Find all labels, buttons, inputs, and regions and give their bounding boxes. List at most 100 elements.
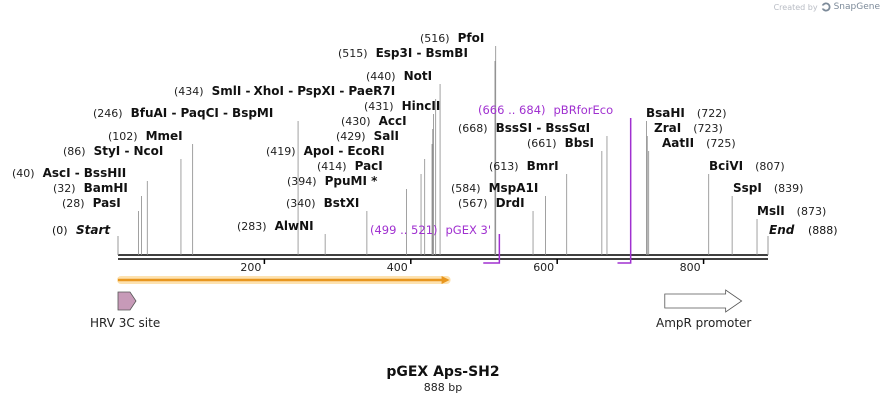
enzyme-name: SalI — [374, 129, 399, 143]
orf-arrowhead — [441, 276, 450, 284]
site-position: (873) — [797, 205, 827, 218]
primer-label: (499 .. 521) pGEX 3' — [370, 223, 491, 237]
site-label: ZraI (723) — [654, 121, 723, 135]
site-position: (515) — [338, 47, 368, 60]
site-label: MslI (873) — [757, 204, 826, 218]
site-name-separator: - — [532, 121, 541, 135]
primer-bracket — [483, 234, 501, 264]
site-name-separator: - — [219, 106, 228, 120]
site-bbsI: (661) BbsI — [527, 136, 603, 255]
site-label: (668) BssSI - BssSαI — [458, 121, 590, 135]
site-position: (661) — [527, 137, 557, 150]
enzyme-name: StyI — [94, 144, 121, 158]
site-salI: (429) SalI — [336, 129, 433, 255]
end-position: (888) — [808, 224, 838, 237]
site-pfoI: (516) PfoI — [420, 31, 497, 255]
enzyme-name: SspI — [733, 181, 762, 195]
site-ascI-bssHII: (40) AscI - BssHII — [12, 166, 148, 255]
site-position: (668) — [458, 122, 488, 135]
site-bfuAI-paqCI-bspMI: (246) BfuAI - PaqCI - BspMI — [93, 106, 299, 255]
site-styI-ncoI: (86) StyI - NcoI — [63, 144, 182, 255]
site-hincII: (431) HincII — [364, 99, 440, 255]
enzyme-name: PacI — [355, 159, 383, 173]
enzyme-name: PaqCI — [180, 106, 218, 120]
enzyme-name: BspMI — [232, 106, 273, 120]
site-position: (246) — [93, 107, 123, 120]
site-pasI: (28) PasI — [62, 196, 139, 255]
site-label: (613) BmrI — [489, 159, 559, 173]
enzyme-name: XhoI — [254, 84, 285, 98]
feature-orf — [117, 276, 451, 284]
enzyme-name: BssSαI — [545, 121, 590, 135]
site-position: (613) — [489, 160, 519, 173]
site-label: (414) PacI — [317, 159, 383, 173]
site-position: (725) — [706, 137, 736, 150]
site-apoI-ecoRI: (419) ApoI - EcoRI — [266, 144, 426, 255]
end-label: End — [769, 223, 795, 237]
site-esp3I-bsmBI: (515) Esp3I - BsmBI — [338, 46, 496, 255]
site-name-separator: - — [120, 144, 129, 158]
site-label: (32) BamHI — [53, 181, 128, 195]
site-position: (516) — [420, 32, 450, 45]
site-pacI: (414) PacI — [317, 159, 422, 255]
plasmid-length: 888 bp — [423, 381, 463, 394]
enzyme-name: BciVI — [709, 159, 743, 173]
site-notI: (440) NotI — [366, 69, 441, 255]
snapgene-logo-icon — [821, 2, 831, 12]
site-mslI: MslI (873) — [756, 204, 826, 255]
feature-arrow — [117, 291, 137, 311]
axis-tick-label: 400 — [387, 261, 408, 274]
site-label: (419) ApoI - EcoRI — [266, 144, 385, 158]
credit-brand: SnapGene — [833, 2, 880, 12]
enzyme-name: BsaHI — [646, 106, 685, 120]
start-position: (0) — [52, 224, 68, 237]
enzyme-name: BfuAI — [131, 106, 168, 120]
site-bamHI: (32) BamHI — [53, 181, 142, 255]
site-label: (394) PpuMI * — [287, 174, 378, 188]
site-label: (40) AscI - BssHII — [12, 166, 126, 180]
site-name-separator: - — [334, 144, 343, 158]
site-position: (340) — [286, 197, 316, 210]
site-position: (723) — [693, 122, 723, 135]
feature-hrv-3c-site: HRV 3C site — [90, 291, 160, 330]
site-position: (40) — [12, 167, 35, 180]
axis-tick-label: 800 — [680, 261, 701, 274]
site-label: (567) DrdI — [458, 196, 525, 210]
enzyme-name: SmlI — [212, 84, 242, 98]
enzyme-name: NotI — [404, 69, 433, 83]
enzyme-name: ApoI — [304, 144, 335, 158]
restriction-sites: (40) AscI - BssHII(32) BamHI(28) PasI(86) Sty… — [12, 31, 826, 255]
site-label: SspI (839) — [733, 181, 803, 195]
site-name-separator: - — [167, 106, 176, 120]
site-position: (28) — [62, 197, 85, 210]
site-accI: (430) AccI — [341, 114, 434, 255]
site-name-separator: - — [412, 46, 421, 60]
site-mmeI: (102) MmeI — [108, 129, 194, 255]
enzyme-name: BamHI — [84, 181, 128, 195]
site-label: (431) HincII — [364, 99, 440, 113]
site-position: (584) — [451, 182, 481, 195]
feature-ampr-promoter: AmpR promoter — [656, 289, 751, 330]
site-label: BciVI (807) — [709, 159, 785, 173]
primer-range: (499 .. 521) — [370, 223, 438, 237]
site-label: BsaHI (722) — [646, 106, 727, 120]
site-aatII: AatII (725) — [648, 136, 736, 255]
plasmid-title-block: pGEX Aps-SH2 888 bp — [0, 364, 886, 394]
enzyme-name: PaeR7I — [348, 84, 395, 98]
feature-label: AmpR promoter — [656, 316, 751, 330]
feature-label: HRV 3C site — [90, 316, 160, 330]
site-position: (414) — [317, 160, 347, 173]
site-label: (516) PfoI — [420, 31, 484, 45]
enzyme-name: NcoI — [133, 144, 163, 158]
site-position: (839) — [774, 182, 804, 195]
site-name-separator: - — [241, 84, 250, 98]
site-position: (431) — [364, 100, 394, 113]
site-name-separator: - — [335, 84, 344, 98]
site-sspI: SspI (839) — [731, 181, 803, 255]
site-position: (394) — [287, 175, 317, 188]
site-position: (283) — [237, 220, 267, 233]
site-name-separator: - — [71, 166, 80, 180]
enzyme-name: MslI — [757, 204, 785, 218]
plasmid-name: pGEX Aps-SH2 — [386, 364, 500, 380]
plasmid-linear-map: 200 400 600 800(0) Start End (888) (40) AscI -B… — [12, 31, 838, 330]
